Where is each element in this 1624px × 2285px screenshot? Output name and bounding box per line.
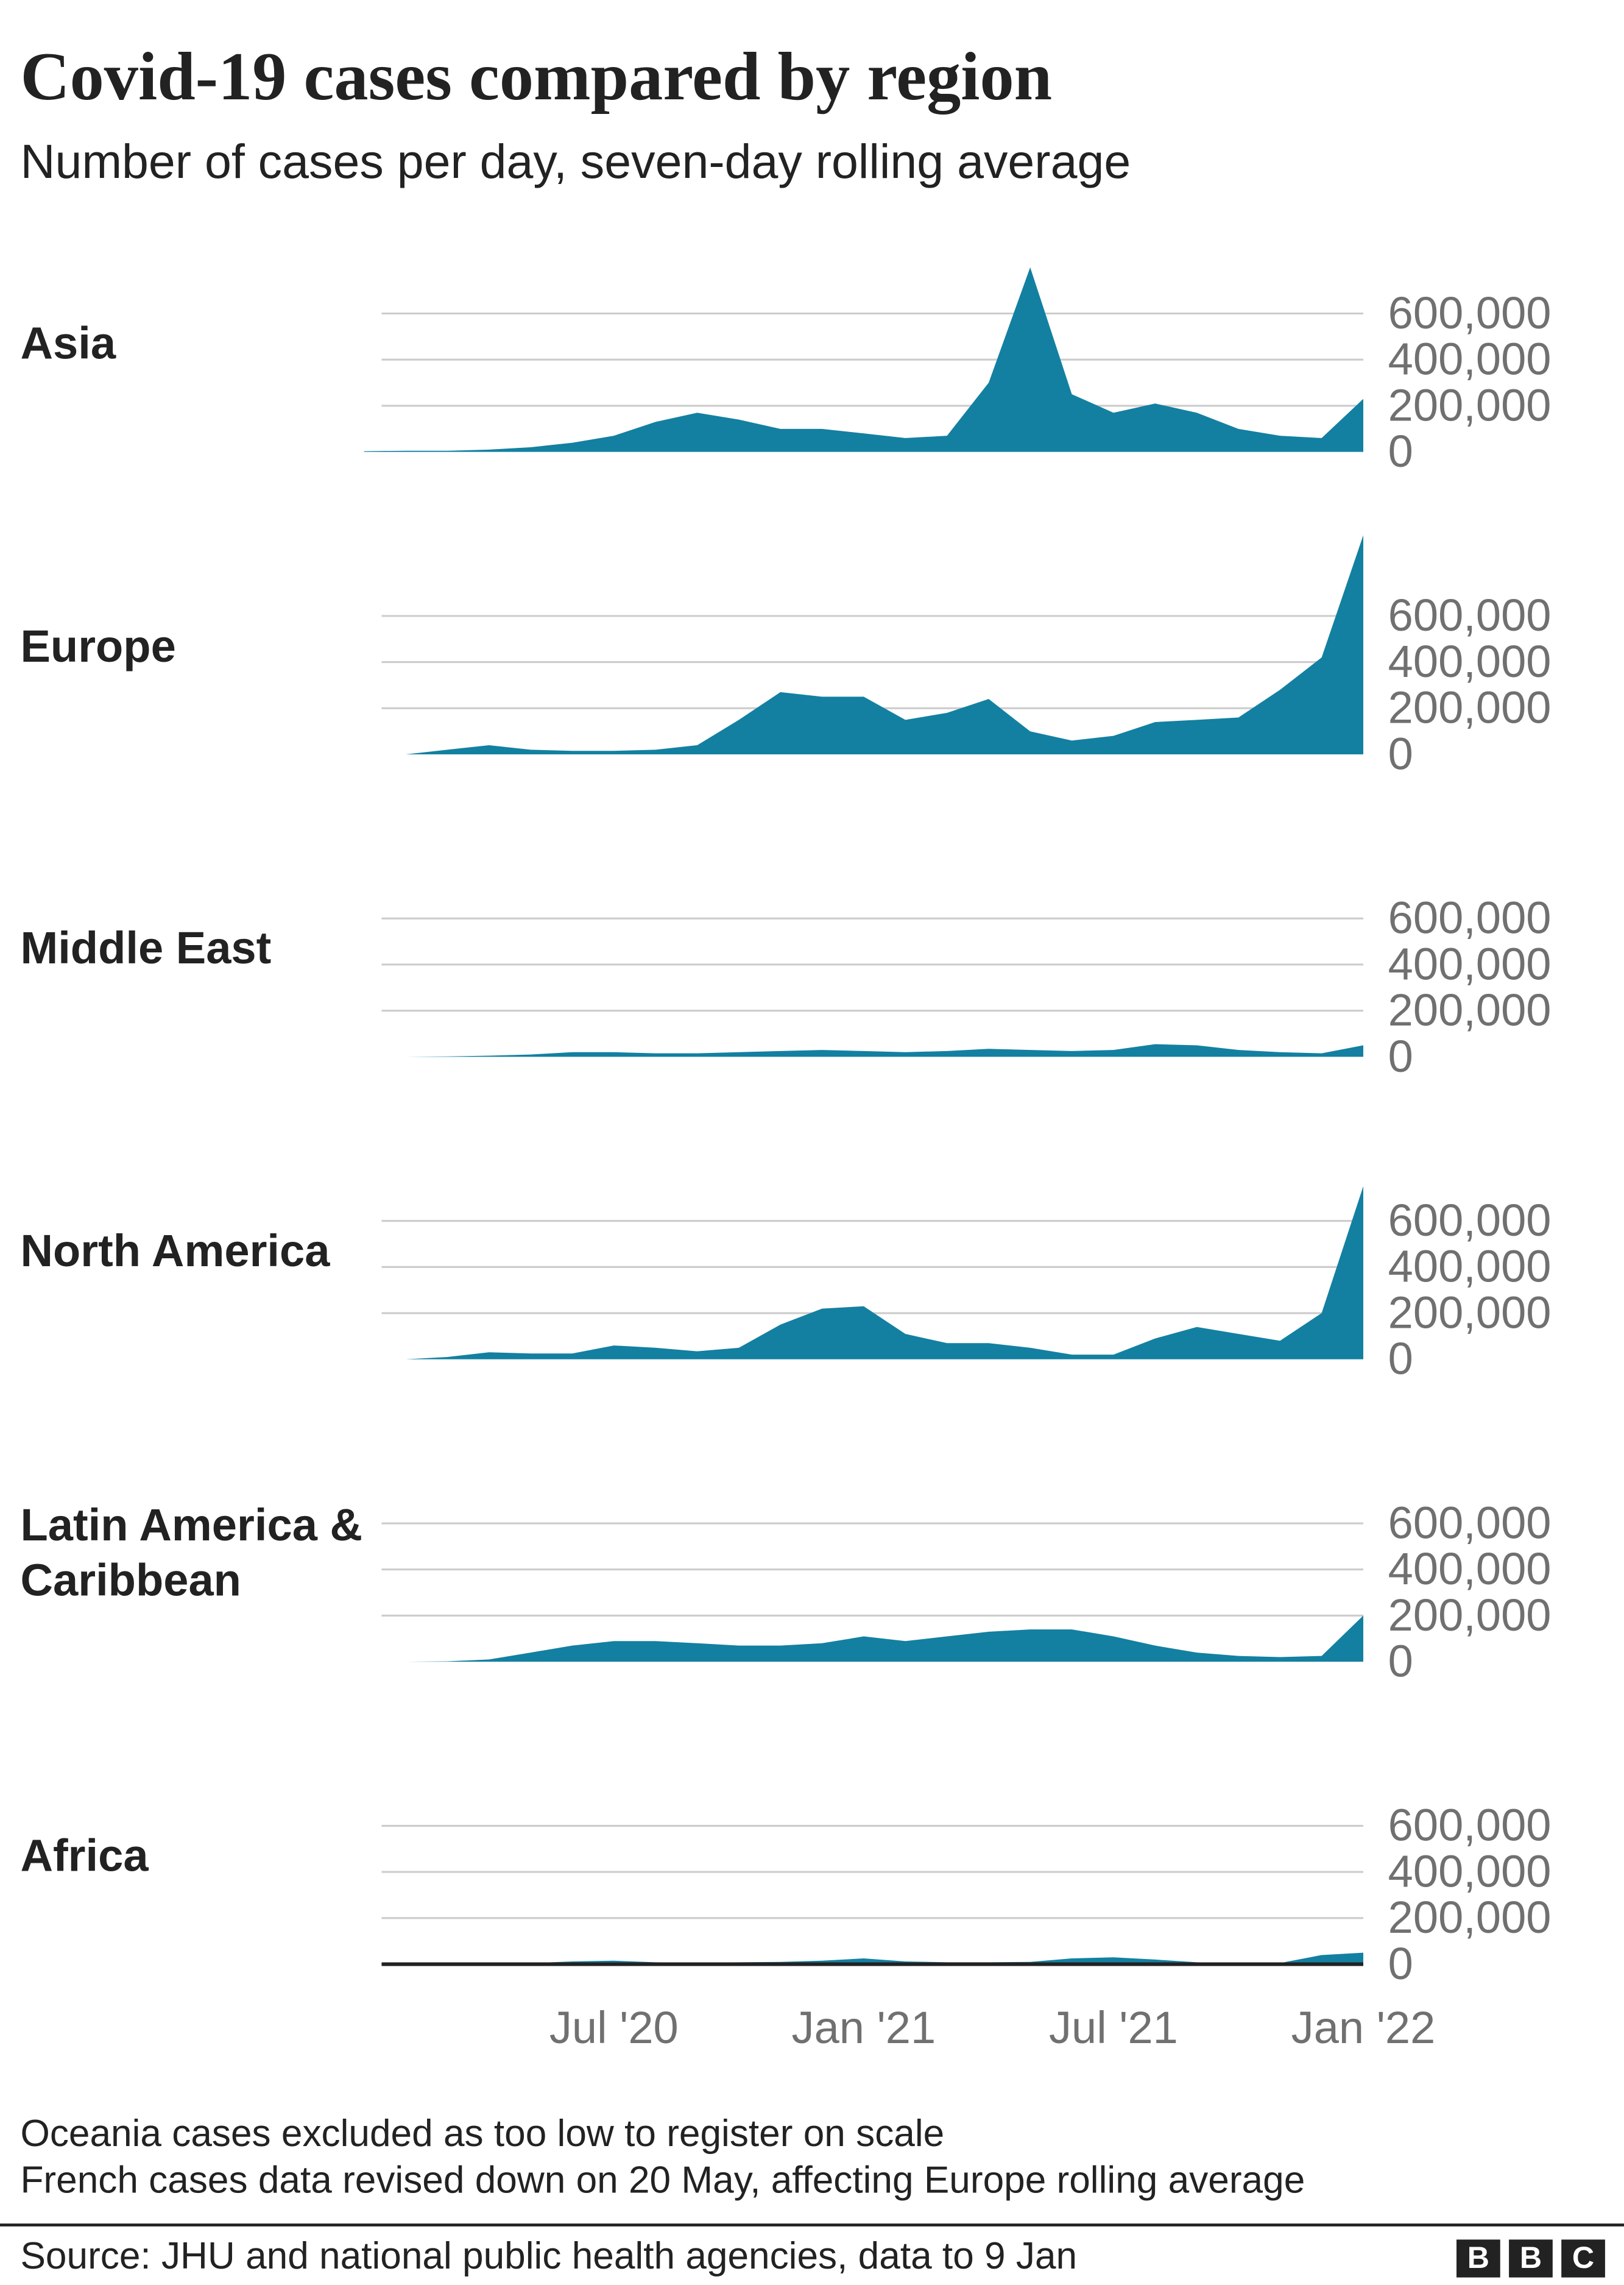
region-label: Latin America & Caribbean <box>20 1500 363 1607</box>
region-label: Middle East <box>20 923 272 974</box>
y-tick-label: 0 <box>1388 1031 1413 1082</box>
chart-title: Covid-19 cases compared by region <box>20 39 1052 115</box>
legend-label: Asia <box>20 317 116 369</box>
chart-subtitle: Number of cases per day, seven-day rolli… <box>20 135 1131 188</box>
y-tick-label: 400,000 <box>1388 1241 1552 1292</box>
y-tick-label: 600,000 <box>1388 1800 1552 1851</box>
area <box>364 1044 1364 1057</box>
logo-letter: B <box>1467 2241 1489 2275</box>
x-tick-label: Jul '21 <box>1049 2002 1178 2053</box>
logo-box <box>1456 2239 1500 2278</box>
y-tick-label: 600,000 <box>1388 590 1552 640</box>
y-tick-label: 200,000 <box>1388 1287 1552 1337</box>
y-tick-label: 0 <box>1388 426 1413 476</box>
y-tick-label: 600,000 <box>1388 893 1552 943</box>
y-tick-label: 400,000 <box>1388 1846 1552 1896</box>
y-tick-label: 0 <box>1388 1636 1413 1687</box>
y-tick-label: 0 <box>1388 1938 1413 1989</box>
x-tick-label: Jan '21 <box>792 2002 936 2053</box>
logo-box <box>1509 2239 1553 2278</box>
note: French cases data revised down on 20 May… <box>20 2159 1305 2202</box>
y-tick-label: 200,000 <box>1388 1590 1552 1640</box>
y-tick-label: 400,000 <box>1388 636 1552 687</box>
y-tick-label: 200,000 <box>1388 682 1552 733</box>
legend-label: Latin America & Caribbean <box>20 1500 363 1607</box>
x-tick-label: Jul '20 <box>549 2002 679 2053</box>
y-tick-label: 400,000 <box>1388 1543 1552 1594</box>
y-tick-label: 400,000 <box>1388 938 1552 989</box>
y-tick-label: 0 <box>1388 728 1413 779</box>
y-tick-label: 0 <box>1388 1333 1413 1384</box>
region-label: Africa <box>20 1830 149 1882</box>
y-tick-label: 400,000 <box>1388 334 1552 384</box>
region-label: Europe <box>20 620 176 671</box>
legend-label: Africa <box>20 1830 149 1882</box>
y-tick-label: 200,000 <box>1388 380 1552 430</box>
logo-box <box>1561 2239 1605 2278</box>
y-tick-label: 600,000 <box>1388 288 1552 338</box>
note: Oceania cases excluded as too low to reg… <box>20 2113 944 2155</box>
region-label: Asia <box>20 317 116 369</box>
x-tick-label: Jan '22 <box>1291 2002 1436 2053</box>
y-tick-label: 600,000 <box>1388 1195 1552 1245</box>
y-tick-label: 600,000 <box>1388 1497 1552 1548</box>
area <box>364 1952 1364 1964</box>
source: Source: JHU and national public health a… <box>20 2235 1077 2277</box>
logo-letter: C <box>1572 2241 1594 2275</box>
area <box>364 1186 1364 1359</box>
area <box>364 267 1364 452</box>
y-tick-label: 200,000 <box>1388 1892 1552 1943</box>
legend-label: Middle East <box>20 923 272 974</box>
region-label: North America <box>20 1225 330 1277</box>
legend-label: North America <box>20 1225 330 1277</box>
area <box>364 535 1364 755</box>
legend-label: Europe <box>20 620 176 671</box>
area <box>364 1615 1364 1662</box>
y-tick-label: 200,000 <box>1388 985 1552 1035</box>
logo-letter: B <box>1520 2241 1542 2275</box>
